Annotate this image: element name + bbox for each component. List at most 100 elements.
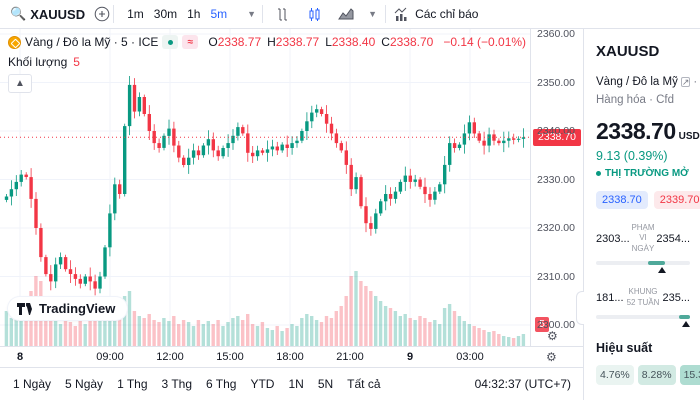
market-status-chip[interactable] (162, 35, 179, 49)
range-button-5-ngày[interactable]: 5 Ngày (65, 377, 104, 391)
performance-badge: 4.76% (596, 364, 634, 385)
range-button-5n[interactable]: 5N (317, 377, 334, 391)
clock-utc-button[interactable]: 04:32:37 (UTC+7) (474, 377, 571, 391)
price-tick: 2330.00 (537, 173, 575, 186)
external-link-icon[interactable]: ↗ (680, 77, 691, 87)
range-button-1-thg[interactable]: 1 Thg (117, 377, 148, 391)
time-tick: 9 (406, 351, 414, 363)
interval-button-1m[interactable]: 1m (127, 7, 144, 21)
sidebar-collapse-handle[interactable] (576, 291, 584, 325)
symbol-info-sidebar: XAUUSD Vàng / Đô la Mỹ ↗ · FX_IDC Hàng h… (576, 29, 700, 400)
delayed-data-chip[interactable]: ≈ (182, 35, 199, 49)
price-axis[interactable]: 2338.70 5 ⚙ 2360.00 2350.00 2340.00 2330.00… (530, 28, 583, 346)
market-open-status: THỊ TRƯỜNG MỞ (596, 168, 690, 179)
sidebar-currency: USD (678, 131, 700, 142)
top-toolbar: 🔍 XAUUSD 1m 30m 1h 5m ▼ ▼ (0, 0, 700, 29)
indicators-icon (394, 7, 407, 21)
ohlc-L: L2338.40 (325, 35, 376, 49)
volume-value-badge: 5 (535, 317, 549, 332)
week52-label: KHUNG 52 TUẦN (626, 287, 660, 307)
gold-symbol-icon (8, 35, 21, 49)
time-tick: 09:00 (96, 351, 124, 363)
ohlc-H: H2338.77 (267, 35, 320, 49)
gear-icon[interactable]: ⚙ (547, 329, 558, 343)
price-tick: 2300.00 (537, 319, 575, 331)
symbol-search-button[interactable]: XAUUSD (30, 6, 86, 22)
time-tick: 03:00 (456, 351, 484, 363)
week52-track (596, 314, 691, 327)
time-tick: 12:00 (156, 351, 184, 363)
axis-settings-gear-icon[interactable]: ⚙ (546, 350, 557, 364)
day-range-high: 2354... (656, 232, 690, 245)
hilo-arrows-icon[interactable] (271, 2, 293, 26)
time-tick: 8 (16, 351, 24, 363)
candles-style-icon[interactable] (303, 2, 325, 26)
legend-title[interactable]: Vàng / Đô la Mỹ · 5 · ICE (25, 35, 159, 49)
volume-study-label[interactable]: Khối lượng (8, 55, 68, 69)
day-range-track (596, 261, 690, 274)
ohlc-values: O2338.77 H2338.77 L2338.40 C2338.70 (208, 35, 433, 49)
toolbar-divider (385, 5, 387, 23)
chart-legend: Vàng / Đô la Mỹ · 5 · ICE ≈ O2338.77 H233… (8, 35, 526, 93)
performance-badges: 4.76%8.28%15.34% (596, 364, 700, 385)
day-range-label: PHẠM VI NGÀY (631, 223, 655, 253)
ask-price: 2339.70 (653, 191, 700, 209)
week52-low: 181... (596, 291, 624, 304)
range-button-1n[interactable]: 1N (288, 377, 304, 391)
tradingview-logo-text: TradingView (39, 301, 116, 316)
ohlc-C: C2338.70 (381, 35, 434, 49)
bid-price: 2338.70 (596, 191, 648, 209)
toolbar-divider (113, 5, 115, 23)
performance-heading: Hiệu suất (596, 340, 653, 355)
performance-badge: 15.34% (679, 364, 700, 385)
interval-group: 1m 30m 1h 5m (114, 0, 240, 28)
tradingview-logo[interactable]: TradingView (8, 297, 128, 320)
chevron-down-icon: ▼ (247, 9, 257, 19)
price-tick: 2320.00 (537, 222, 575, 234)
plus-circle-icon (94, 6, 110, 22)
sidebar-change: 9.13 (0.39%) (596, 149, 668, 163)
range-button-6-thg[interactable]: 6 Thg (206, 377, 237, 391)
time-axis[interactable]: ⚙ 8 09:00 12:00 15:00 18:00 21:00 9 03:00 (0, 346, 583, 367)
sidebar-last-price: 2338.70 (596, 118, 676, 144)
sidebar-symbol[interactable]: XAUUSD (596, 43, 660, 60)
add-symbol-button[interactable] (91, 2, 113, 26)
indicators-button[interactable]: Các chỉ báo (386, 0, 486, 28)
price-tick: 2310.00 (537, 270, 575, 283)
day-range-marker-icon (657, 267, 666, 274)
candlestick-chart (0, 29, 530, 346)
volume-study-value: 5 (73, 55, 80, 69)
sidebar-instrument-type: Hàng hóa · Cfd (596, 94, 674, 106)
time-tick: 21:00 (336, 351, 364, 363)
range-button-3-thg[interactable]: 3 Thg (161, 377, 192, 391)
sidebar-symbol-name[interactable]: Vàng / Đô la Mỹ (596, 76, 678, 88)
range-button-tất-cả[interactable]: Tất cả (347, 377, 381, 391)
pane-collapse-button[interactable]: ▲ (8, 74, 32, 93)
day-range-block: 2303... PHẠM VI NGÀY 2354... (596, 223, 690, 274)
interval-button-30m[interactable]: 30m (153, 7, 178, 21)
time-tick: 15:00 (216, 351, 244, 363)
interval-button-1h[interactable]: 1h (187, 7, 201, 21)
interval-dropdown-button[interactable]: ▼ (240, 2, 262, 26)
time-tick: 18:00 (276, 351, 304, 363)
week52-range-block: 181... KHUNG 52 TUẦN 235... (596, 287, 691, 327)
change-value: −0.14 (−0.01%) (443, 35, 527, 49)
day-range-low: 2303... (596, 232, 630, 245)
price-tick: 2340.00 (537, 125, 575, 137)
performance-badge: 8.28% (637, 364, 676, 385)
bottom-toolbar: 1 Ngày 5 Ngày 1 Thg 3 Thg 6 Thg YTD 1N 5N Tất cả… (0, 367, 583, 400)
market-open-dot-icon (596, 171, 601, 176)
area-chart-style-icon[interactable] (335, 2, 357, 26)
range-button-1-ngày[interactable]: 1 Ngày (13, 377, 52, 391)
chart-canvas[interactable]: Vàng / Đô la Mỹ · 5 · ICE ≈ O2338.77 H233… (0, 29, 530, 346)
price-tick: 2350.00 (537, 76, 575, 89)
date-range-group: 1 Ngày 5 Ngày 1 Thg 3 Thg 6 Thg YTD 1N 5N Tất cả (0, 374, 386, 394)
interval-button-5m[interactable]: 5m (210, 7, 228, 21)
search-icon[interactable]: 🔍 (10, 6, 27, 21)
chevron-down-icon[interactable]: ▼ (368, 9, 378, 19)
range-button-ytd[interactable]: YTD (250, 377, 275, 391)
price-tick: 2360.00 (537, 28, 575, 40)
tradingview-logo-icon (17, 302, 34, 315)
last-price-badge: 2338.70 (533, 128, 581, 146)
separator-dot: · (693, 76, 698, 88)
